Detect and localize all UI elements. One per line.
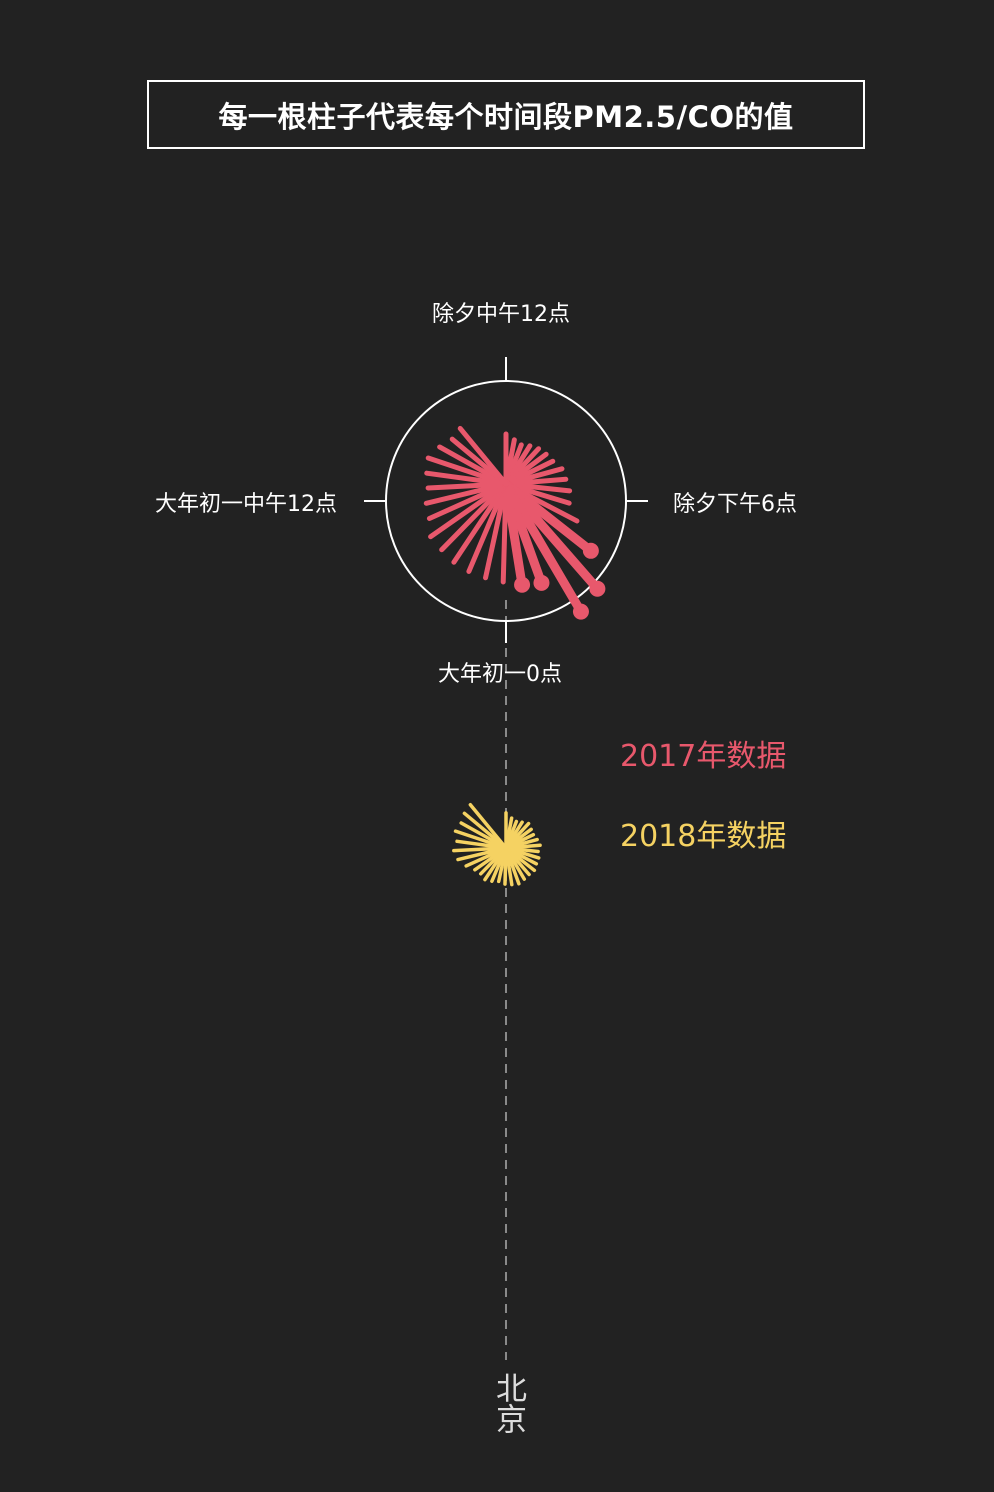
- bar-2017-23: [426, 481, 509, 522]
- bar-2017-18: [483, 481, 509, 581]
- bar-2017-24: [423, 481, 509, 506]
- axis-label-top: 除夕中午12点: [432, 302, 570, 327]
- bar-2017-head-12: [582, 542, 599, 559]
- bar-2017-head-13: [589, 580, 606, 597]
- bar-2017-17: [500, 481, 509, 585]
- chart-title-box: 每一根柱子代表每个时间段PM2.5/CO的值: [147, 80, 865, 149]
- legend-2018: 2018年数据: [620, 819, 787, 854]
- bar-2017-16: [501, 479, 527, 590]
- axis-label-bottom: 大年初一0点: [438, 662, 562, 687]
- bar-2017-head-14: [572, 603, 589, 620]
- city-label: 北京: [490, 1372, 526, 1434]
- bar-2017-30: [457, 425, 509, 487]
- bar-2017-head-15: [533, 574, 550, 591]
- bar-2017-27: [425, 455, 509, 487]
- bar-2017-22: [428, 481, 509, 540]
- bar-2018-30: [468, 802, 508, 850]
- series-2017-bars: [423, 425, 606, 620]
- axis-label-right: 除夕下午6点: [673, 492, 797, 517]
- bar-2017-head-16: [514, 576, 531, 593]
- bar-2017-19: [466, 481, 509, 574]
- series-2018-bars: [452, 802, 542, 887]
- axis-label-left: 大年初一中午12点: [155, 492, 337, 517]
- bar-2017-20: [451, 481, 509, 565]
- bar-2017-21: [439, 481, 509, 553]
- legend-2017: 2017年数据: [620, 739, 787, 774]
- bar-2017-14: [501, 479, 586, 617]
- chart-title: 每一根柱子代表每个时间段PM2.5/CO的值: [218, 99, 794, 134]
